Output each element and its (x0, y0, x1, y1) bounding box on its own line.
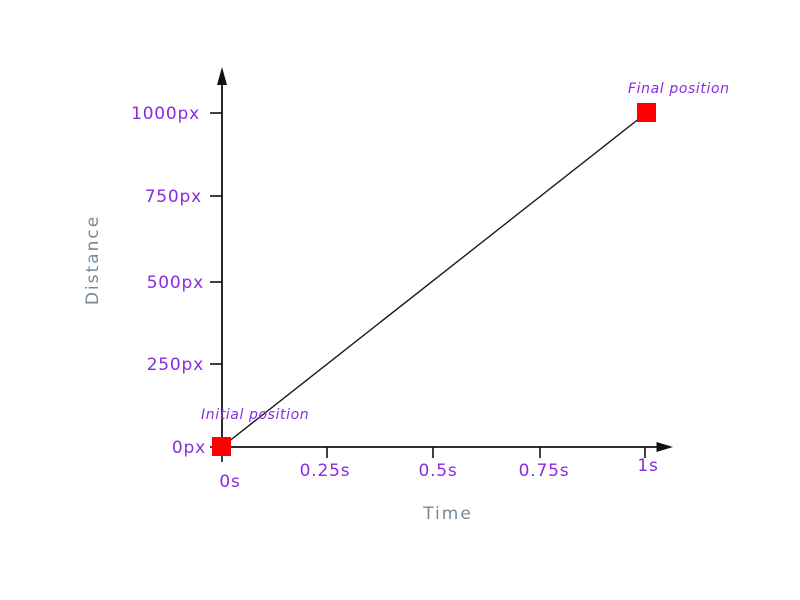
marker-final-position (637, 103, 656, 122)
x-tick-label-0.25s: 0.25s (300, 461, 351, 481)
marker-initial-position (212, 437, 231, 456)
y-tick-label-1000px: 1000px (131, 104, 200, 124)
y-axis-title: Distance (83, 215, 103, 305)
annotation-initial-position: Initial position (201, 407, 309, 423)
y-axis-arrowhead (217, 67, 227, 85)
x-axis-arrowhead (656, 442, 673, 452)
x-axis-title: Time (422, 504, 473, 524)
data-line (222, 113, 646, 447)
y-tick-label-0px: 0px (172, 438, 206, 458)
annotation-final-position: Final position (628, 81, 730, 97)
x-tick-label-1s: 1s (637, 456, 658, 476)
y-tick-label-250px: 250px (147, 355, 204, 375)
x-tick-label-0.75s: 0.75s (519, 461, 570, 481)
y-tick-label-750px: 750px (145, 187, 202, 207)
x-tick-labels: 0s 0.25s 0.5s 0.75s 1s (219, 456, 658, 492)
y-axis-ticks (210, 112, 222, 448)
y-tick-label-500px: 500px (147, 273, 204, 293)
y-tick-labels: 0px 250px 500px 750px 1000px (131, 104, 206, 458)
x-tick-label-0.5s: 0.5s (418, 461, 457, 481)
x-axis-ticks (221, 447, 646, 462)
x-tick-label-0s: 0s (219, 472, 240, 492)
